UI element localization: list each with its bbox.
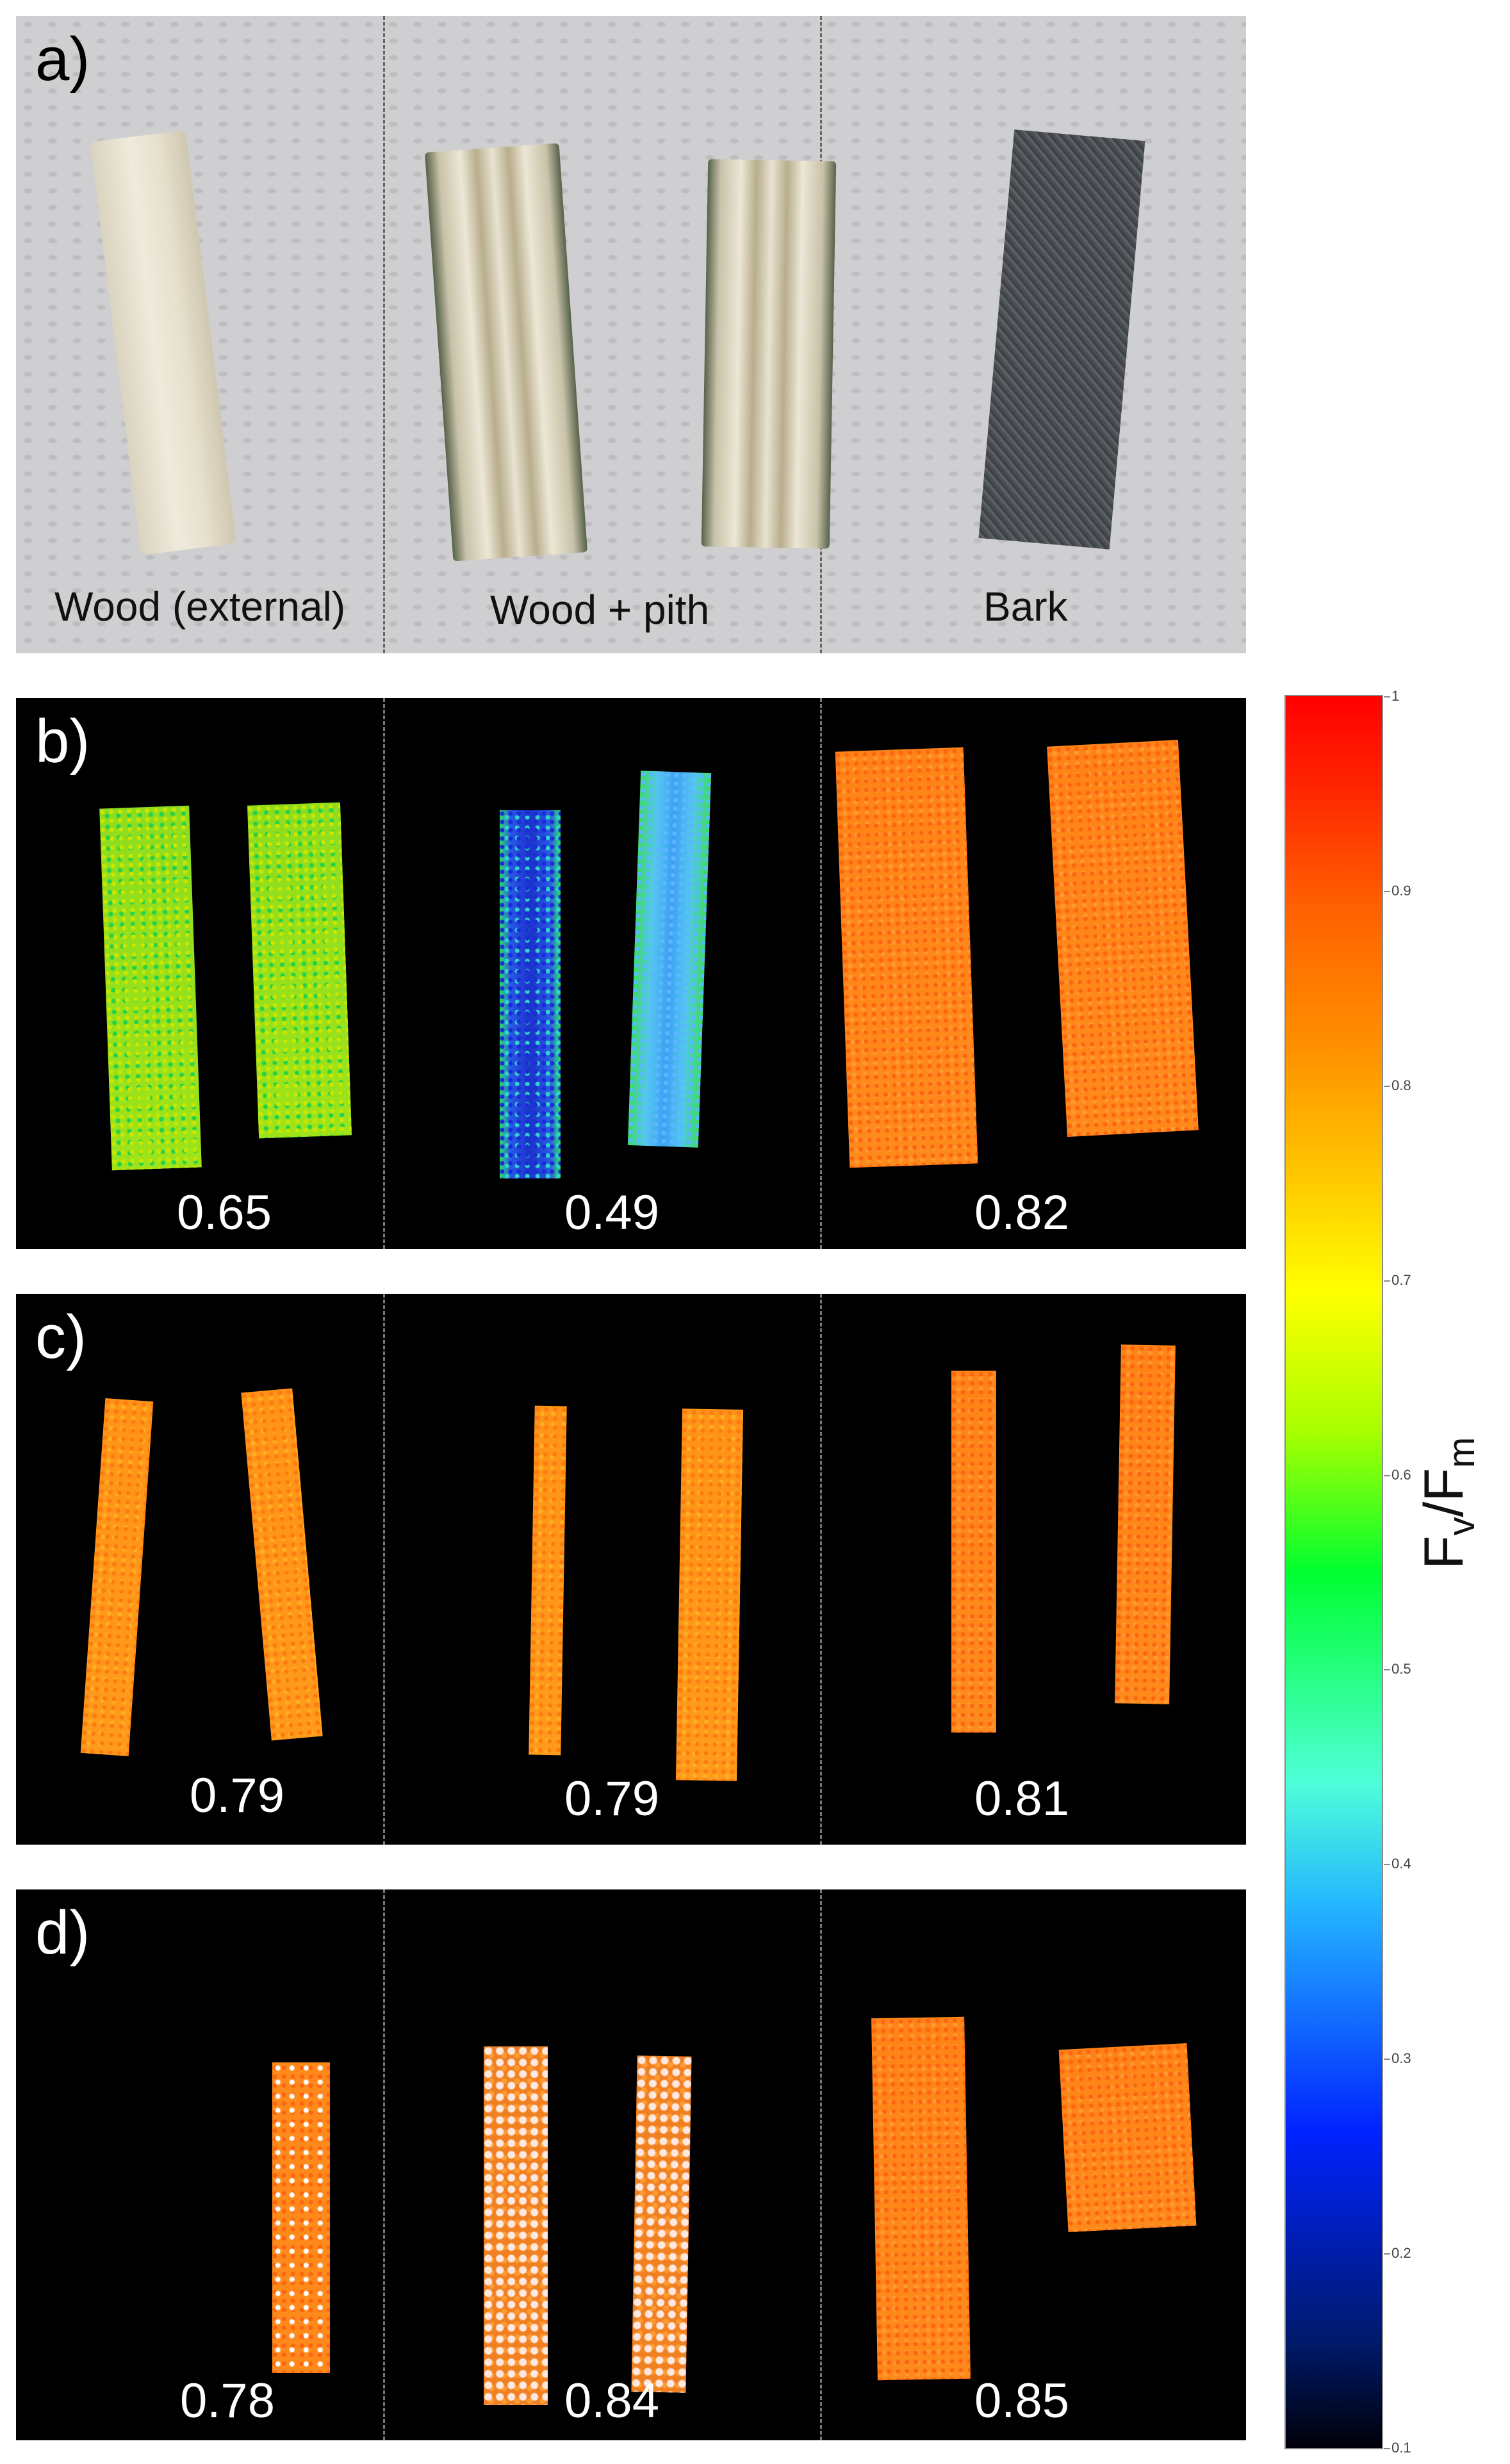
caption-wood-external: Wood (external) [54,583,346,630]
fv-fm-value: 0.79 [190,1768,284,1823]
photo-panel: a) Wood (external) Wood + pith Bark [16,16,1246,653]
divider [820,698,822,1249]
divider [383,16,385,653]
bark-sample [978,129,1145,550]
fluorescence-strip [272,2062,330,2373]
colorbar-title: Fv/Fm [1413,1437,1483,1569]
divider [820,1294,822,1845]
panel-label-c: c) [35,1303,86,1371]
colorbar-title-sep: /F [1413,1468,1475,1517]
fluorescence-strip [1058,2043,1197,2233]
colorbar-title-sub-m: m [1441,1437,1483,1469]
colorbar-tick-label: 0.4 [1391,1856,1411,1872]
caption-bark: Bark [983,583,1068,630]
colorbar-tick-label: 0.6 [1391,1466,1411,1483]
colorbar-title-sub-v: v [1441,1517,1483,1536]
fv-fm-value: 0.85 [974,2374,1069,2428]
fluorescence-strip [871,2016,971,2381]
colorbar-tick-label: 0.9 [1391,882,1411,899]
wood-external-sample [90,130,237,555]
fluorescence-strip [675,1408,744,1781]
fv-fm-value: 0.81 [974,1772,1069,1826]
colorbar-tick [1384,890,1390,892]
colorbar-tick [1384,1280,1390,1282]
colorbar-tick [1384,1864,1390,1866]
colorbar-tick-label: 0.3 [1391,2050,1411,2067]
fv-fm-value: 0.78 [180,2374,275,2428]
colorbar-tick [1384,2253,1390,2255]
colorbar-tick [1384,1669,1390,1671]
fluorescence-strip [1047,740,1199,1137]
divider [820,1889,822,2440]
caption-wood-pith: Wood + pith [490,587,710,633]
divider [383,1889,385,2440]
divider [383,1294,385,1845]
colorbar-tick-label: 1 [1391,688,1400,704]
fluorescence-panel-c: c) 0.79 0.79 0.81 [16,1294,1246,1845]
fluorescence-strip [951,1371,996,1733]
colorbar-tick-label: 0.7 [1391,1271,1411,1288]
panel-label-a: a) [35,25,90,94]
fluorescence-strip [627,771,712,1148]
fluorescence-strip [529,1405,567,1756]
fluorescence-strip [835,747,978,1168]
colorbar-tick [1384,696,1390,698]
wood-pith-sample-2 [701,159,837,549]
fluorescence-strip [1115,1344,1176,1704]
fluorescence-strip [631,2055,692,2393]
fluorescence-strip [80,1398,154,1756]
fluorescence-strip [241,1388,323,1741]
fluorescence-strip [484,2046,548,2405]
colorbar-tick [1384,1474,1390,1476]
colorbar [1284,695,1383,2449]
fluorescence-strip [99,805,202,1171]
colorbar-tick-label: 0.5 [1391,1661,1411,1677]
fluorescence-strip [247,802,352,1139]
colorbar-tick [1384,1085,1390,1087]
divider [383,698,385,1249]
colorbar-tick [1384,2448,1390,2449]
fv-fm-value: 0.49 [564,1186,659,1240]
fluorescence-panel-d: d) 0.78 0.84 0.85 [16,1889,1246,2440]
fv-fm-value: 0.82 [974,1186,1069,1240]
panel-label-d: d) [35,1898,90,1967]
colorbar-tick-label: 0.8 [1391,1077,1411,1093]
wood-pith-sample-1 [424,143,588,562]
panel-label-b: b) [35,707,90,776]
fluorescence-strip [500,810,561,1179]
fv-fm-value: 0.84 [564,2374,659,2428]
fv-fm-value: 0.79 [564,1772,659,1826]
colorbar-title-f: F [1413,1535,1475,1569]
colorbar-tick-label: 0.1 [1391,2440,1411,2456]
fv-fm-value: 0.65 [177,1186,272,1240]
colorbar-tick-label: 0.2 [1391,2245,1411,2262]
fluorescence-panel-b: b) 0.65 0.49 0.82 [16,698,1246,1249]
colorbar-tick [1384,2059,1390,2060]
